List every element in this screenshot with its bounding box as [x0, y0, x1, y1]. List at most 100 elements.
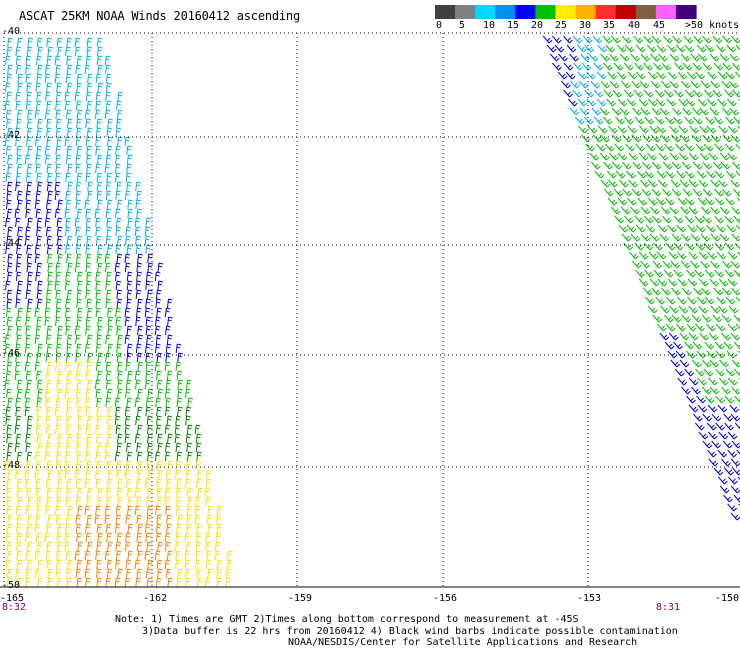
wind-barb [36, 91, 42, 102]
wind-barb [135, 181, 141, 192]
wind-barb [196, 523, 202, 534]
wind-barb [709, 278, 720, 287]
wind-barb [65, 523, 71, 534]
wind-barb [55, 361, 61, 372]
wind-barb [127, 505, 133, 516]
wind-barb [116, 199, 123, 210]
wind-barb [627, 197, 637, 206]
wind-barb [676, 251, 687, 260]
wind-barb [87, 73, 93, 84]
wind-barb [194, 559, 201, 570]
wind-barbs [4, 35, 740, 588]
wind-barb [709, 53, 720, 62]
wind-barb [693, 287, 704, 296]
wind-barb [708, 152, 719, 161]
wind-barb [55, 127, 62, 138]
wind-barb [660, 134, 671, 143]
wind-barb [95, 127, 102, 138]
wind-barb [635, 269, 645, 278]
wind-barb [704, 296, 715, 305]
wind-barb [195, 541, 202, 552]
wind-barb [15, 361, 21, 372]
wind-barb [96, 442, 103, 453]
lon-label: -153 [577, 593, 602, 604]
wind-barb [733, 368, 740, 377]
wind-barb [722, 287, 732, 296]
wind-barb [185, 460, 191, 471]
wind-barb [116, 532, 123, 543]
wind-barb [657, 224, 668, 233]
wind-barb [107, 325, 114, 336]
wind-barb [720, 161, 731, 170]
wind-barb [714, 215, 725, 224]
wind-barb [65, 379, 72, 390]
wind-barb [46, 127, 52, 138]
wind-barb [77, 307, 83, 318]
wind-barb [106, 460, 112, 471]
wind-barb [14, 208, 21, 219]
wind-barb [107, 307, 113, 318]
colorbar-swatch [675, 5, 697, 19]
wind-barb [36, 352, 42, 363]
wind-barb [719, 233, 730, 242]
wind-barb [634, 215, 645, 224]
wind-barb [175, 532, 181, 543]
wind-barb [75, 64, 81, 75]
wind-barb [15, 415, 22, 426]
wind-barb [134, 397, 141, 408]
wind-barb [97, 262, 103, 273]
wind-barb [14, 442, 21, 453]
wind-barb [696, 395, 706, 404]
wind-barb [115, 172, 121, 183]
wind-barb [634, 62, 645, 71]
wind-barb [136, 262, 142, 273]
wind-barb [56, 451, 62, 462]
wind-barb [164, 442, 171, 453]
wind-barb [57, 244, 63, 255]
wind-barb [107, 478, 113, 489]
colorbar-label: 5 [459, 20, 466, 31]
wind-barb [115, 127, 122, 138]
wind-barb [136, 352, 143, 363]
wind-barb [15, 460, 21, 471]
wind-barb [578, 125, 588, 134]
wind-barb [107, 316, 114, 327]
wind-barb [127, 217, 134, 228]
wind-barb [692, 107, 702, 116]
wind-barb [662, 161, 673, 170]
wind-barb [730, 260, 740, 269]
wind-barb [702, 386, 712, 395]
wind-barb [75, 154, 81, 165]
wind-barb [34, 550, 41, 561]
wind-barb [6, 181, 13, 192]
lat-label: -50 [2, 580, 21, 591]
wind-barb [57, 469, 64, 480]
wind-barb [76, 451, 83, 462]
wind-barb [66, 82, 73, 93]
wind-barb [55, 172, 61, 183]
wind-barb [65, 514, 72, 525]
wind-barb [25, 532, 31, 543]
wind-barb [6, 361, 13, 372]
wind-barb [648, 71, 658, 80]
wind-barb [186, 451, 193, 462]
wind-barb [15, 100, 22, 111]
wind-barb [96, 154, 103, 165]
wind-barb [154, 550, 161, 561]
wind-barb [116, 253, 123, 264]
wind-barb [15, 406, 21, 417]
wind-barb [45, 478, 52, 489]
wind-barb [195, 478, 202, 489]
wind-barb [195, 460, 201, 471]
wind-barb [7, 568, 13, 579]
wind-barb [56, 559, 62, 570]
wind-barb [706, 224, 716, 233]
wind-barb [640, 107, 651, 116]
wind-barb [7, 253, 13, 264]
wind-barb [76, 82, 82, 93]
wind-barb [17, 496, 24, 507]
wind-barb [76, 118, 82, 129]
wind-barb [698, 431, 709, 440]
wind-barb [56, 37, 63, 48]
wind-barb [729, 107, 740, 116]
